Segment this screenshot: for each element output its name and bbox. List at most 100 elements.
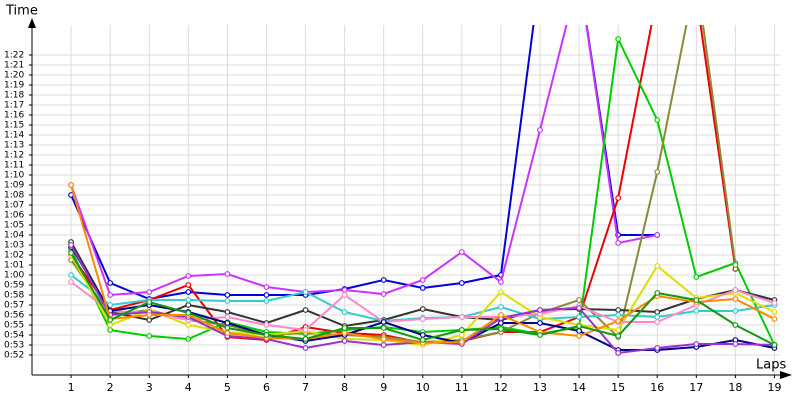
point [419,277,426,283]
y-tick-label: 1:16 [4,111,24,121]
point [615,36,622,42]
x-tick-label: 15 [611,381,625,394]
point [498,279,504,285]
y-tick-label: 1:13 [4,141,24,151]
point [576,297,582,303]
x-tick-label: 3 [146,381,153,394]
series-line [70,25,658,297]
point [732,308,739,314]
point [654,309,661,315]
point [185,310,192,316]
point [302,327,309,333]
point [771,309,778,315]
x-tick-label: 1 [68,381,75,394]
point [615,318,622,324]
y-tick-label: 1:19 [4,81,24,91]
y-tick-label: 1:18 [4,91,24,101]
point [576,333,582,339]
point [771,342,778,348]
x-tick-label: 9 [380,381,387,394]
point [146,312,153,318]
point [263,298,270,304]
y-tick-label: 1:21 [4,61,24,71]
point [498,289,504,295]
point [107,292,114,298]
point [146,333,153,339]
point [107,302,114,308]
series-line [70,25,658,301]
point [615,195,622,201]
point [537,332,543,338]
point [107,322,114,328]
point [302,336,309,342]
point [654,345,661,351]
point [107,280,114,286]
point [224,292,231,298]
point [263,284,270,290]
x-tick-label: 14 [572,381,586,394]
y-tick-label: 0:55 [4,321,24,331]
point [654,314,661,320]
point [615,327,622,333]
point [224,330,231,336]
x-tick-label: 8 [341,381,348,394]
point [732,341,739,347]
y-tick-label: 1:12 [4,151,24,161]
point [615,350,622,356]
y-tick-label: 0:53 [4,341,24,351]
point [224,298,231,304]
y-tick-label: 1:14 [4,131,24,141]
point [224,325,231,331]
point [263,322,270,328]
point [185,289,192,295]
y-tick-label: 1:11 [4,161,24,171]
y-axis-title: Time [5,4,38,19]
point [693,297,700,303]
point [224,320,231,326]
x-tick-label: 2 [107,381,114,394]
x-tick-label: 5 [224,381,231,394]
y-tick-label: 1:17 [4,101,24,111]
x-tick-label: 12 [494,381,508,394]
y-tick-label: 1:06 [4,211,24,221]
point [458,332,465,338]
point [537,320,543,326]
point [498,326,504,332]
point [615,307,622,313]
point [263,332,270,338]
y-tick-label: 0:52 [4,351,24,361]
y-tick-label: 0:57 [4,301,24,311]
point [576,305,582,311]
point [68,250,74,256]
point [341,287,348,293]
point [185,336,192,342]
grid [32,25,780,375]
y-tick-label: 0:54 [4,331,24,341]
point [419,306,426,312]
point [341,330,348,336]
point [458,280,465,286]
y-tick-label: 1:15 [4,121,24,131]
point [693,341,700,347]
point [693,308,700,314]
point [302,289,309,295]
x-tick-label: 16 [650,381,664,394]
point [341,292,348,298]
point [458,314,465,320]
y-tick-label: 0:58 [4,291,24,301]
point [498,304,504,310]
point [341,338,348,344]
point [380,319,387,325]
point [654,169,661,175]
point [654,232,661,238]
point [654,290,661,296]
point [615,240,622,246]
point [732,322,739,328]
point [341,309,348,315]
y-tick-label: 0:59 [4,281,24,291]
point [771,300,778,306]
point [146,317,153,323]
x-tick-label: 19 [767,381,781,394]
point [654,319,661,325]
